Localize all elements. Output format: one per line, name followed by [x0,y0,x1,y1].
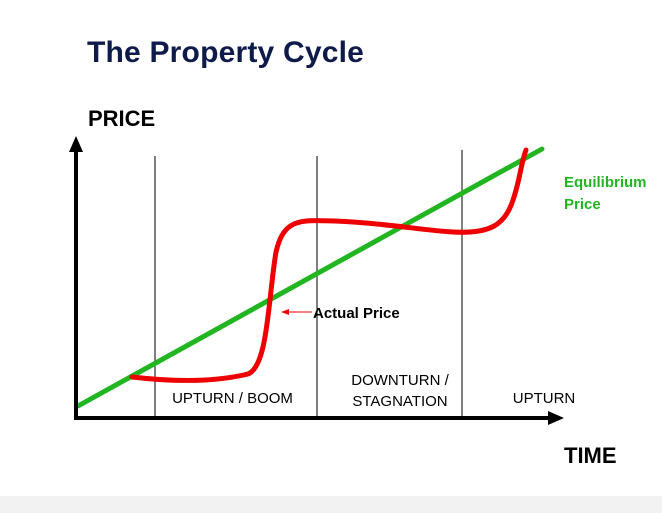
y-axis-label: PRICE [88,106,156,131]
phase-label-downturn-stagnation: DOWNTURN / STAGNATION [351,372,449,410]
equilibrium-price-label: Equilibrium Price [564,172,647,216]
equilibrium-price-line [75,146,545,409]
actual-price-pointer-head [281,309,289,315]
y-axis-arrowhead [69,136,83,152]
actual-price-curve [129,147,529,383]
phase-label-upturn: UPTURN [512,390,576,407]
page-title: The Property Cycle [87,36,365,69]
equilibrium-label-line1: Equilibrium [564,174,647,191]
actual-price-label: Actual Price [313,305,400,322]
bottom-strip [0,496,662,513]
equilibrium-label-line2: Price [564,196,601,213]
x-axis-arrowhead [548,411,564,425]
x-axis-label: TIME [564,443,617,468]
phase-label-upturn-boom: UPTURN / BOOM [172,390,293,407]
